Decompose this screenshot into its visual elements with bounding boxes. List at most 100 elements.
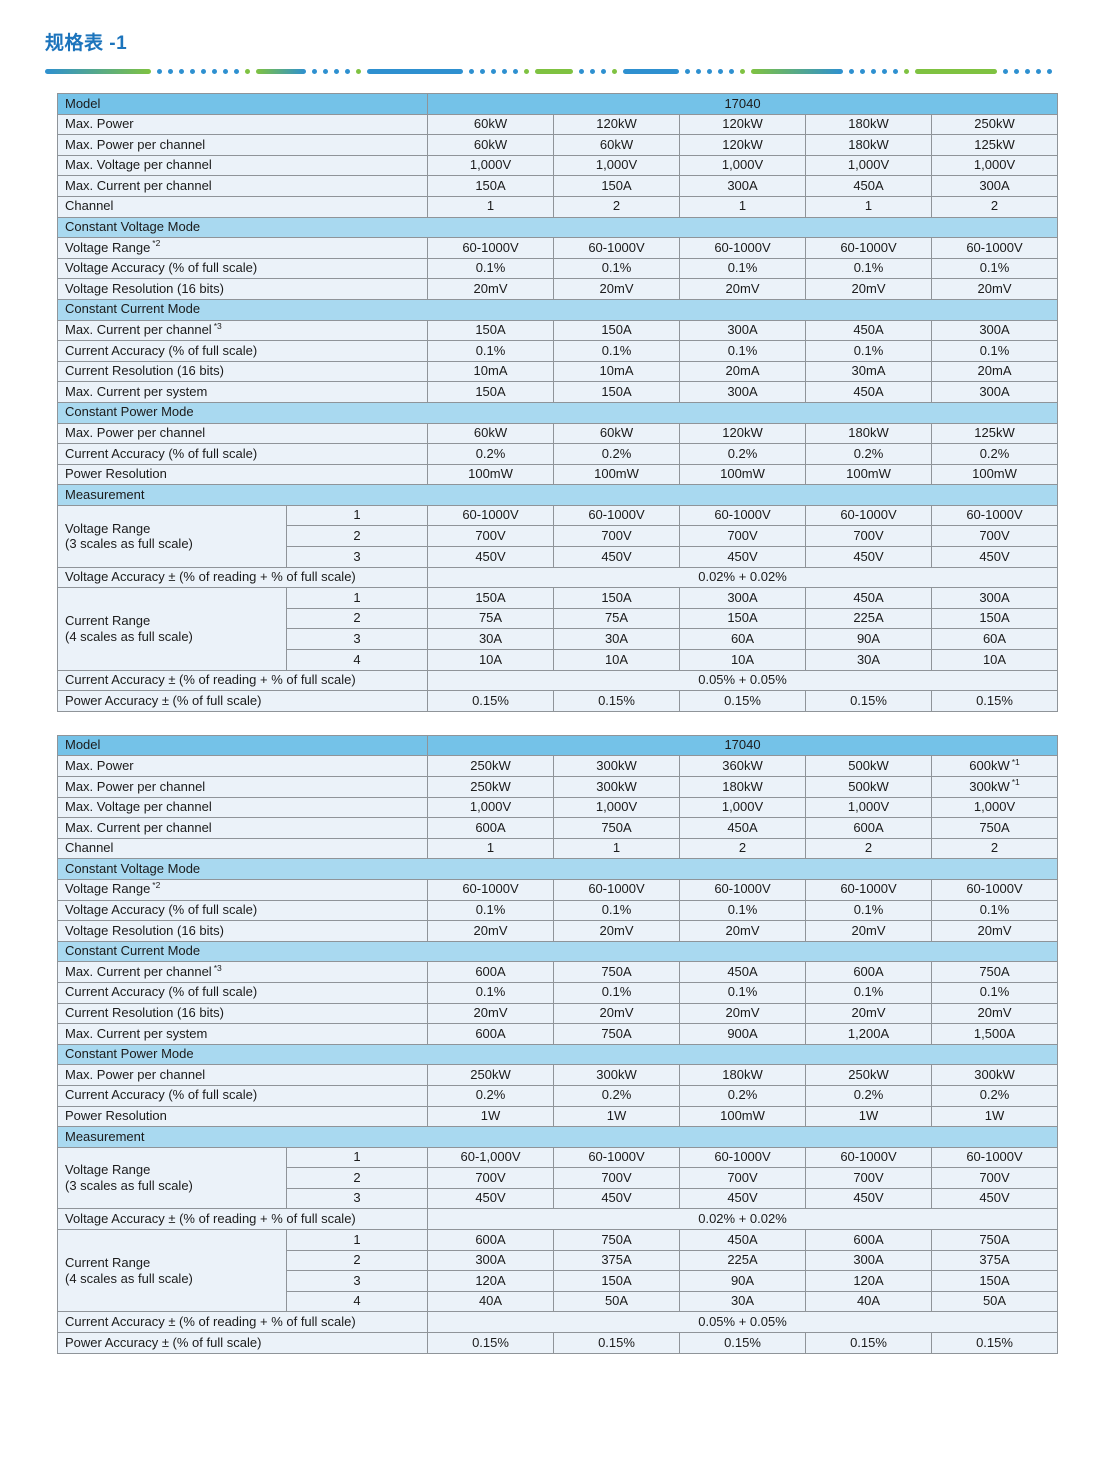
- spec-value: 60-1000V: [553, 1146, 681, 1169]
- divider-dot: [212, 68, 217, 74]
- spec-value: 0.15%: [553, 1332, 681, 1354]
- spec-value: 20mV: [679, 920, 807, 942]
- group-label-line2: (3 scales as full scale): [65, 1178, 193, 1194]
- table-row: Voltage Accuracy ± (% of reading + % of …: [56, 1208, 1059, 1231]
- spec-value: 60-1,000V: [427, 1146, 555, 1169]
- spec-value: 150A: [553, 1270, 681, 1292]
- spec-value: 300kW: [553, 1064, 681, 1086]
- spec-label: Power Resolution: [56, 463, 429, 486]
- spec-value: 60kW: [553, 422, 681, 445]
- section-header-row: Constant Current Mode: [56, 298, 1059, 321]
- spec-value: 60A: [679, 628, 807, 651]
- footnote-marker: *3: [213, 320, 222, 331]
- spec-value: 150A: [427, 587, 555, 609]
- spec-value: 150A: [679, 607, 807, 630]
- section-header: Constant Voltage Mode: [56, 858, 1059, 880]
- spec-value: 2: [553, 195, 681, 218]
- spec-value: 60-1000V: [679, 878, 807, 901]
- spec-value: 750A: [553, 961, 681, 983]
- divider-dot: [234, 68, 239, 74]
- spec-value: 100mW: [679, 1105, 807, 1128]
- spec-value: 0.1%: [805, 340, 933, 362]
- spec-value: 0.1%: [679, 981, 807, 1004]
- spec-value: 0.15%: [553, 690, 681, 712]
- spec-value: 60-1000V: [931, 1146, 1059, 1169]
- scale-row: 2 75A 75A 150A 225A 150A: [58, 607, 1059, 630]
- spec-value-span: 0.05% + 0.05%: [427, 669, 1059, 692]
- spec-value: 450V: [553, 1187, 681, 1210]
- spec-value-span: 0.02% + 0.02%: [427, 566, 1059, 589]
- spec-value: 1,200A: [805, 1023, 933, 1045]
- section-header: Constant Power Mode: [56, 401, 1059, 424]
- spec-value: 0.2%: [805, 443, 933, 465]
- spec-value: 450V: [427, 546, 555, 568]
- scale-number: 1: [285, 504, 429, 527]
- table-row: Max. Voltage per channel 1,000V 1,000V 1,00…: [56, 154, 1059, 177]
- spec-value: 300A: [427, 1249, 555, 1272]
- spec-table-2: Model 17040 Max. Power 250kW 300kW 360kW 500kW…: [56, 734, 1059, 1354]
- spec-value: 300A: [679, 175, 807, 197]
- spec-value: 1,000V: [931, 154, 1059, 177]
- scale-number: 3: [285, 628, 429, 651]
- spec-value: 450V: [679, 1187, 807, 1210]
- spec-value: 0.1%: [427, 981, 555, 1004]
- table-row: Max. Power per channel 60kW 60kW 120kW 180kW…: [56, 134, 1059, 156]
- spec-value: 1: [553, 837, 681, 860]
- spec-label: Max. Power per channel: [56, 422, 429, 445]
- spec-value: 300kW: [553, 755, 681, 777]
- spec-value: 750A: [553, 1023, 681, 1045]
- spec-label: Power Resolution: [56, 1105, 429, 1128]
- spec-value: 0.1%: [427, 899, 555, 922]
- spec-value: 150A: [427, 381, 555, 403]
- scale-row: 3 120A 150A 90A 120A 150A: [58, 1270, 1059, 1292]
- spec-value: 700V: [679, 1167, 807, 1189]
- spec-label: Voltage Accuracy ± (% of reading + % of …: [56, 566, 429, 589]
- group-label-line2: (3 scales as full scale): [65, 536, 193, 552]
- spec-value: 150A: [427, 175, 555, 197]
- spec-value: 375A: [553, 1249, 681, 1272]
- spec-label: Current Accuracy (% of full scale): [56, 443, 429, 465]
- divider-dot: [345, 68, 350, 74]
- table-row: Power Accuracy ± (% of full scale) 0.15% 0…: [56, 1332, 1059, 1354]
- divider-dot: [612, 68, 617, 74]
- table-row: Max. Power 250kW 300kW 360kW 500kW 600kW *1: [56, 755, 1059, 777]
- spec-value: 1,000V: [427, 154, 555, 177]
- table-row: Max. Power per channel 250kW 300kW 180kW 500…: [56, 776, 1059, 798]
- spec-value: 20mV: [427, 1002, 555, 1025]
- spec-value: 600A: [427, 1229, 555, 1251]
- spec-value: 120kW: [679, 422, 807, 445]
- spec-label: Max. Power per channel: [56, 134, 429, 156]
- spec-value: 20mV: [805, 278, 933, 300]
- spec-value: 300A: [805, 1249, 933, 1272]
- spec-value: 90A: [805, 628, 933, 651]
- spec-value: 0.15%: [931, 690, 1059, 712]
- divider-dot: [860, 68, 865, 74]
- divider-dot: [590, 68, 595, 74]
- table-row: Voltage Resolution (16 bits) 20mV 20mV 20mV…: [56, 278, 1059, 300]
- spec-label: Max. Current per system: [56, 381, 429, 403]
- spec-value: 125kW: [931, 134, 1059, 156]
- spec-value: 0.2%: [553, 443, 681, 465]
- divider-dot: [1014, 68, 1019, 74]
- table-row: Voltage Resolution (16 bits) 20mV 20mV 20mV…: [56, 920, 1059, 942]
- group-label-line2: (4 scales as full scale): [65, 628, 193, 644]
- spec-value: 120kW: [679, 113, 807, 136]
- spec-value: 0.1%: [553, 899, 681, 922]
- divider-dot: [179, 68, 184, 74]
- section-header-row: Constant Voltage Mode: [56, 858, 1059, 880]
- spec-value: 0.1%: [553, 257, 681, 280]
- spec-value: 100mW: [679, 463, 807, 486]
- spec-label: Max. Power: [56, 755, 429, 777]
- spec-value: 375A: [931, 1249, 1059, 1272]
- divider-dot: [524, 68, 529, 74]
- spec-value: 1,000V: [805, 796, 933, 819]
- table-row: Voltage Accuracy (% of full scale) 0.1% 0.…: [56, 257, 1059, 280]
- table-row: Max. Current per system 600A 750A 900A 1,200…: [56, 1023, 1059, 1045]
- spec-label: Current Resolution (16 bits): [56, 360, 429, 383]
- spec-value: 75A: [427, 607, 555, 630]
- divider-dot: [601, 68, 606, 74]
- spec-value: 1W: [427, 1105, 555, 1128]
- scale-row: Voltage Range (3 scales as full scale) 1 60…: [57, 504, 1059, 568]
- divider-dot: [334, 68, 339, 74]
- spec-value: 0.2%: [679, 1084, 807, 1107]
